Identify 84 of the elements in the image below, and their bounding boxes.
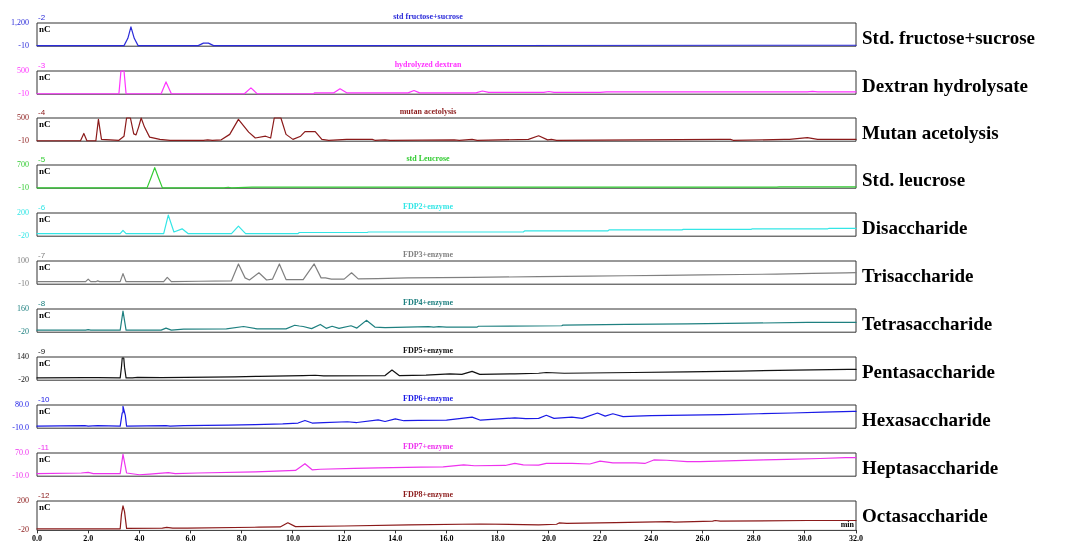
text: -11 [38, 443, 50, 453]
y-axis-title: nC [39, 261, 51, 272]
text: Hexasaccharide [862, 409, 991, 431]
text: Std. fructose+sucrose [862, 27, 1036, 49]
y-tick-label: 1,200 [11, 18, 29, 28]
x-tick-label: 26.0 [695, 534, 710, 544]
x-tick-label: 22.0 [593, 534, 608, 544]
text: Std. leucrose [862, 169, 966, 191]
text: -7 [38, 251, 46, 261]
x-tick-label: 0.0 [32, 534, 42, 544]
x-tick-label: 6.0 [185, 534, 196, 544]
y-tick-label: -10 [18, 89, 29, 99]
chart-title: hydrolyzed dextran [394, 59, 462, 69]
y-tick-label: 100 [17, 256, 29, 266]
x-tick-label: 28.0 [746, 534, 761, 544]
text: -8 [38, 299, 46, 309]
y-tick-label: 700 [17, 160, 29, 170]
text: Disaccharide [862, 217, 968, 239]
x-tick-label: 14.0 [388, 534, 403, 544]
y-tick-label: -20 [18, 375, 29, 385]
y-axis-title: nC [39, 453, 51, 464]
y-tick-label: 200 [17, 496, 29, 506]
text: Mutan acetolysis [862, 122, 999, 144]
y-tick-label: -10 [18, 183, 29, 193]
x-axis-title: min [840, 520, 855, 530]
text: -2 [38, 13, 46, 23]
chart-title: FDP2+enzyme [403, 201, 454, 211]
text: -12 [38, 491, 51, 501]
y-axis-title: nC [39, 405, 51, 416]
x-tick-label: 12.0 [337, 534, 352, 544]
text: -3 [38, 61, 46, 71]
chart-title: FDP5+enzyme [403, 345, 454, 355]
x-tick-label: 24.0 [644, 534, 659, 544]
y-tick-label: 200 [17, 208, 29, 218]
x-tick-label: 32.0 [849, 534, 863, 544]
text: -5 [38, 155, 46, 165]
chart-title: FDP6+enzyme [403, 393, 454, 403]
x-tick-label: 8.0 [236, 534, 247, 544]
y-tick-label: 500 [17, 113, 29, 123]
text: Dextran hydrolysate [862, 75, 1028, 97]
y-axis-title: nC [39, 165, 51, 176]
chart-title: mutan acetolysis [399, 106, 457, 116]
x-tick-label: 16.0 [439, 534, 454, 544]
y-tick-label: -10.0 [12, 423, 29, 433]
y-tick-label: -10.0 [12, 471, 29, 481]
y-tick-label: 160 [17, 304, 29, 314]
y-axis-title: nC [39, 213, 51, 224]
x-tick-label: 10.0 [285, 534, 300, 544]
y-tick-label: -10 [18, 41, 29, 51]
text: Heptasaccharide [862, 457, 999, 479]
text: -10 [38, 395, 51, 405]
x-tick-label: 2.0 [83, 534, 94, 544]
x-tick-label: 20.0 [541, 534, 556, 544]
text: Trisaccharide [862, 265, 974, 287]
x-tick-label: 18.0 [490, 534, 505, 544]
chart-title: FDP7+enzyme [403, 441, 454, 451]
y-axis-title: nC [39, 357, 51, 368]
y-axis-title: nC [39, 118, 51, 129]
x-tick-label: 4.0 [134, 534, 145, 544]
y-axis-title: nC [39, 71, 51, 82]
y-tick-label: -20 [18, 525, 29, 535]
text: -4 [38, 108, 46, 118]
x-tick-label: 30.0 [797, 534, 812, 544]
y-tick-label: 80.0 [15, 400, 29, 410]
text: Tetrasaccharide [862, 313, 993, 335]
chart-title: std Leucrose [406, 153, 451, 163]
chart-title: FDP8+enzyme [403, 489, 454, 499]
chart-title: FDP4+enzyme [403, 297, 454, 307]
y-axis-title: nC [39, 501, 51, 512]
y-tick-label: 70.0 [15, 448, 29, 458]
text: -9 [38, 347, 46, 357]
y-tick-label: 500 [17, 66, 29, 76]
y-tick-label: -20 [18, 327, 29, 337]
y-tick-label: 140 [17, 352, 29, 362]
text: Octasaccharide [862, 505, 988, 527]
y-tick-label: -20 [18, 231, 29, 241]
y-tick-label: -10 [18, 136, 29, 146]
y-axis-title: nC [39, 309, 51, 320]
y-axis-title: nC [39, 23, 51, 34]
text: -6 [38, 203, 46, 213]
y-tick-label: -10 [18, 279, 29, 289]
chart-title: FDP3+enzyme [403, 249, 454, 259]
text: Pentasaccharide [862, 361, 995, 383]
chart-title: std fructose+sucrose [393, 11, 464, 21]
